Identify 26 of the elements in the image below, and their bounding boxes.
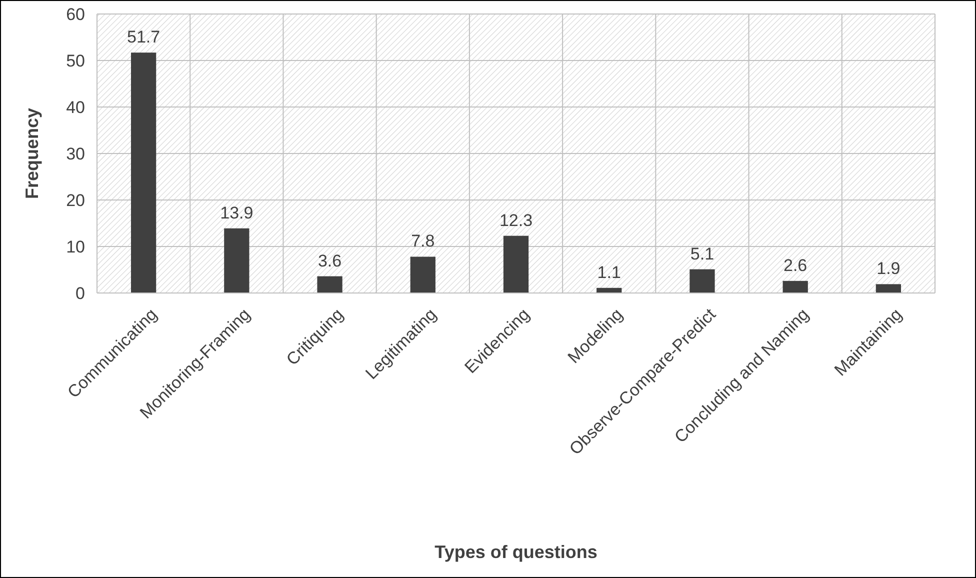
x-axis-title: Types of questions bbox=[434, 542, 598, 562]
y-tick-label: 60 bbox=[66, 4, 85, 24]
y-tick-label: 50 bbox=[66, 51, 85, 70]
bar bbox=[782, 280, 808, 293]
bar bbox=[503, 236, 529, 293]
y-axis-title: Frequency bbox=[22, 108, 42, 200]
bar bbox=[130, 52, 156, 293]
data-label: 13.9 bbox=[220, 203, 254, 222]
bar bbox=[317, 276, 342, 293]
y-tick-label: 30 bbox=[66, 144, 85, 164]
data-label: 2.6 bbox=[784, 256, 808, 275]
y-tick-label: 20 bbox=[66, 190, 85, 210]
data-label: 12.3 bbox=[499, 210, 533, 230]
y-tick-label: 0 bbox=[76, 284, 85, 303]
data-label: 51.7 bbox=[127, 28, 160, 47]
data-label: 7.8 bbox=[411, 232, 435, 251]
bar bbox=[410, 256, 436, 293]
bar bbox=[690, 269, 715, 293]
data-label: 1.9 bbox=[876, 259, 900, 278]
y-tick-label: 40 bbox=[66, 98, 85, 117]
y-tick-label: 10 bbox=[66, 237, 85, 256]
data-label: 1.1 bbox=[597, 262, 621, 282]
bar bbox=[224, 228, 250, 293]
data-label: 5.1 bbox=[690, 244, 714, 264]
bar bbox=[876, 284, 902, 293]
data-label: 3.6 bbox=[318, 251, 342, 270]
